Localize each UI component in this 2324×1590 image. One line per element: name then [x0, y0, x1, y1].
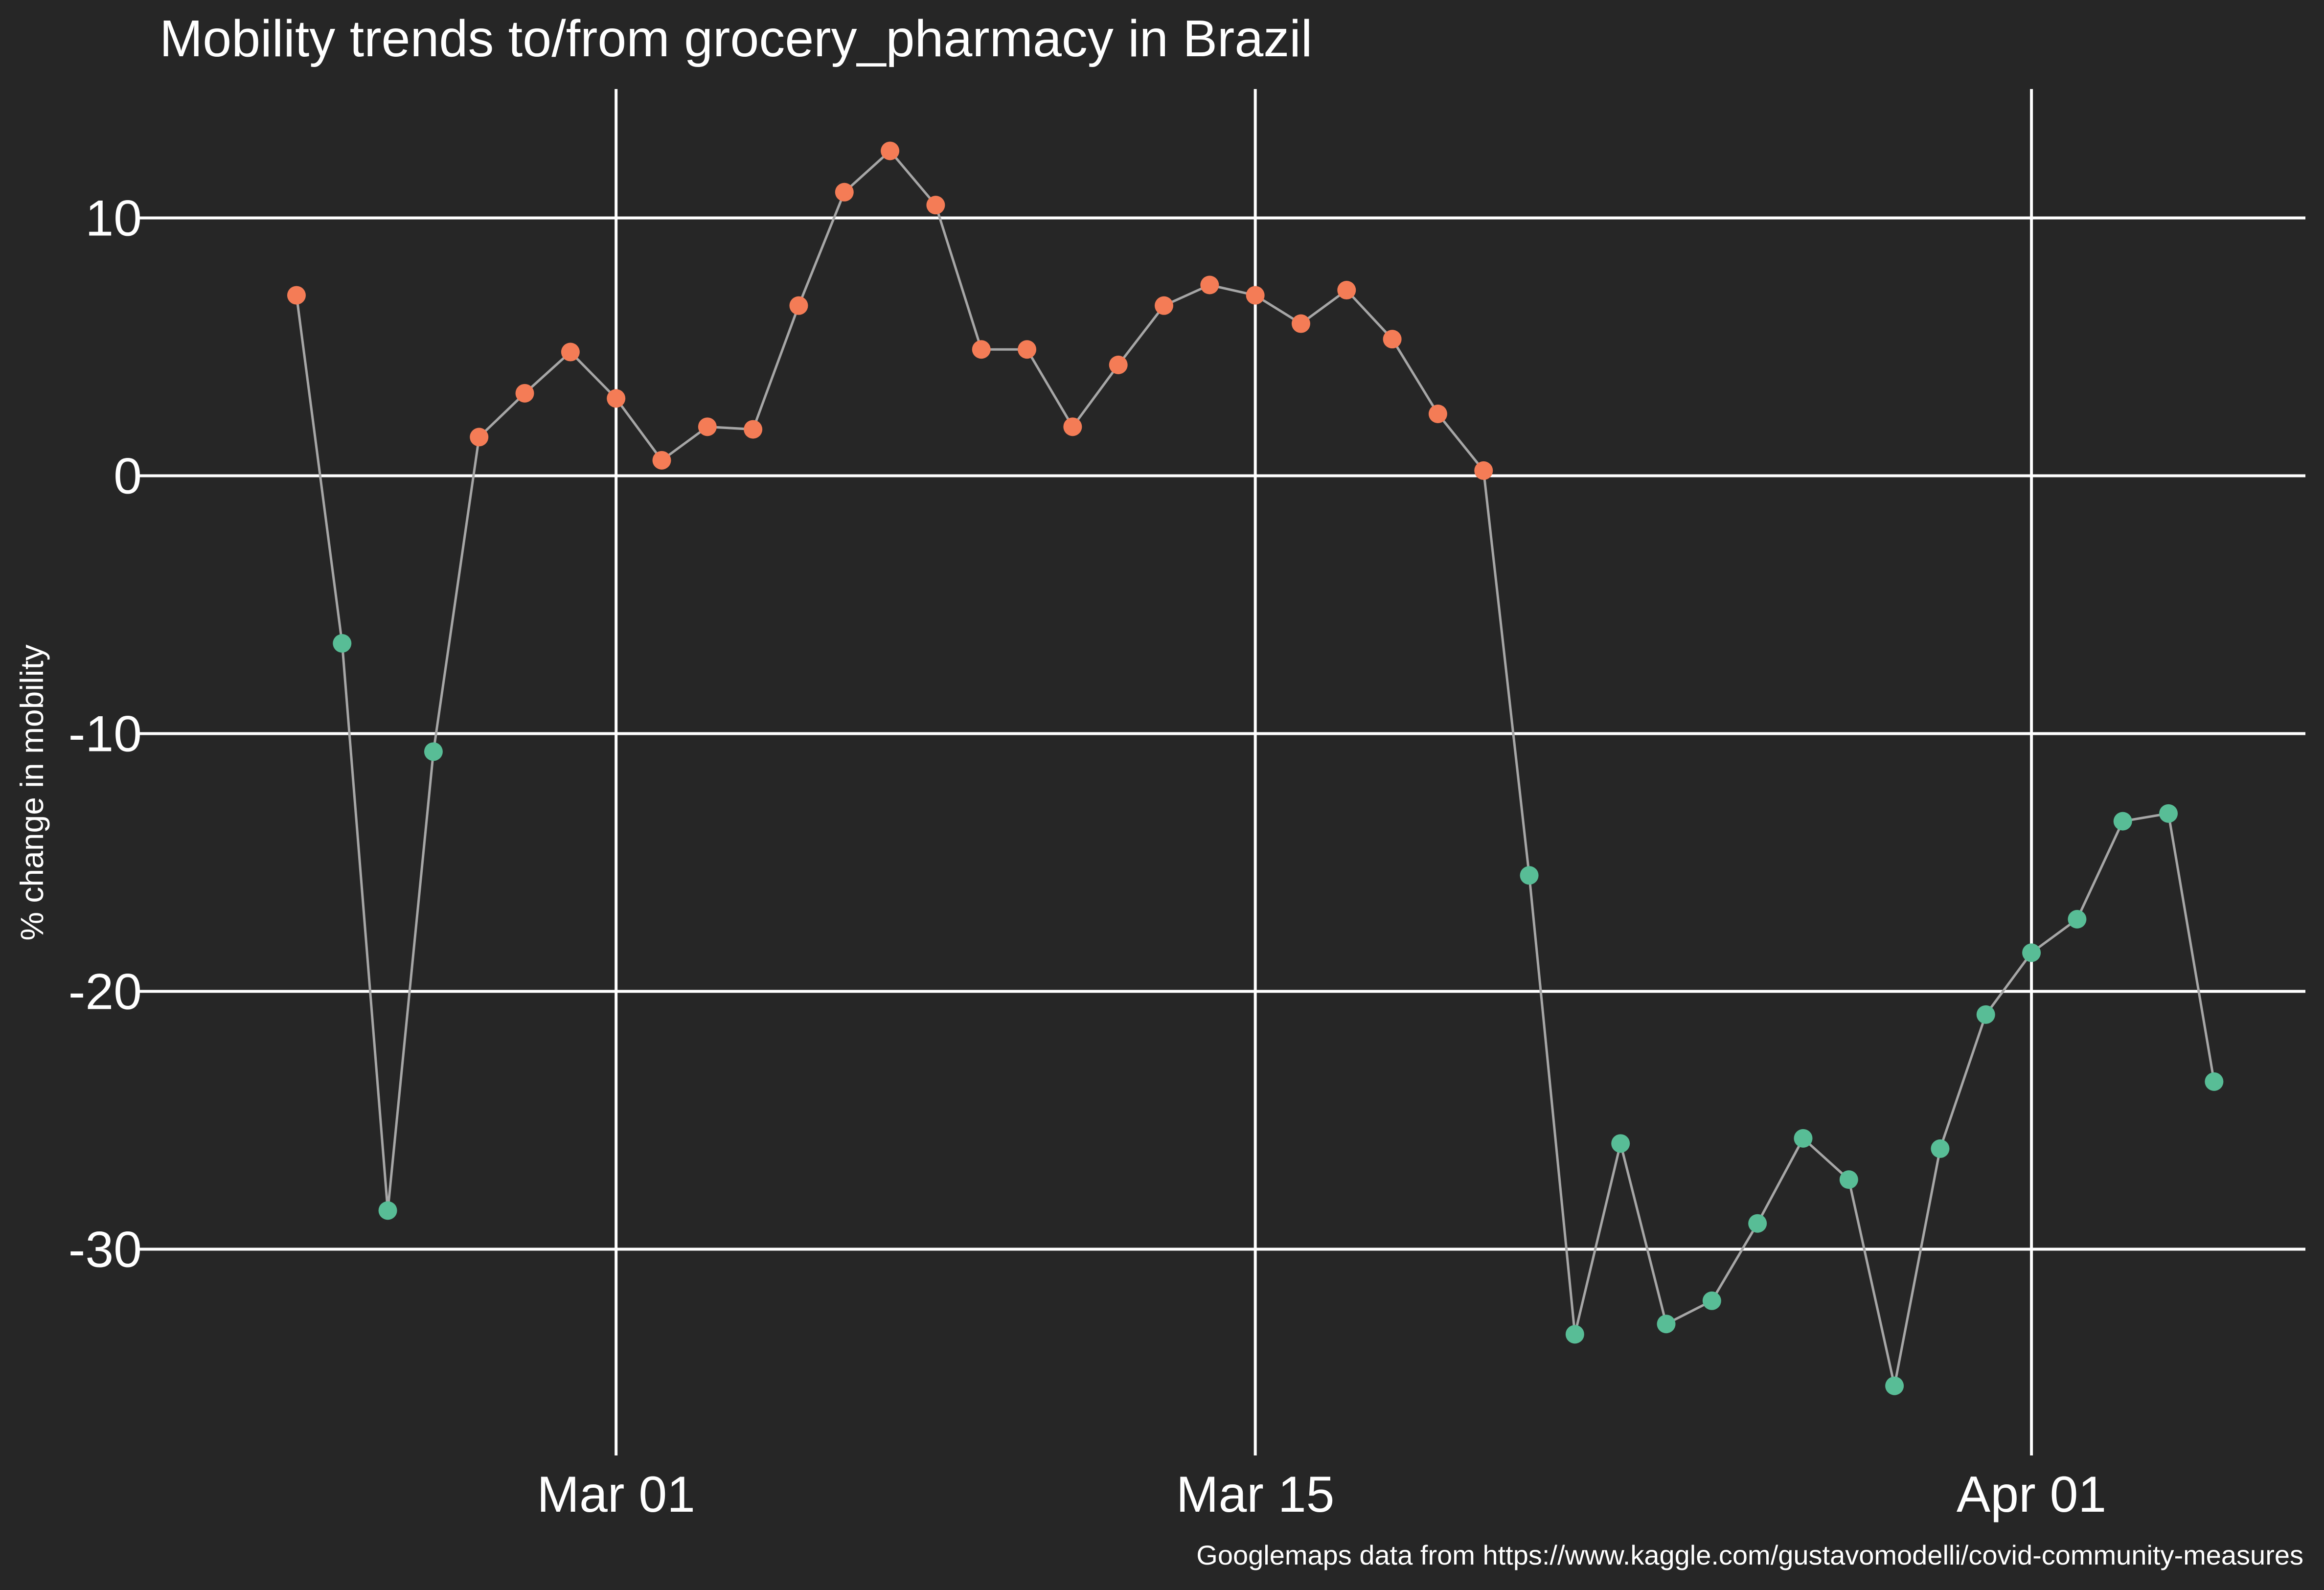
data-point [2113, 812, 2132, 831]
data-point [378, 1201, 397, 1220]
data-point [607, 389, 626, 408]
data-point [1931, 1139, 1950, 1158]
grid-lines [138, 89, 2305, 1455]
data-point [1474, 461, 1493, 480]
data-point [2022, 943, 2041, 962]
data-point [1383, 330, 1402, 349]
y-axis-label: % change in mobility [14, 644, 50, 940]
data-point [1611, 1134, 1630, 1153]
data-point [1565, 1325, 1584, 1344]
data-point [926, 196, 945, 215]
x-tick-label: Mar 01 [537, 1466, 695, 1523]
chart-title: Mobility trends to/from grocery_pharmacy… [159, 10, 1312, 68]
y-tick-label: 0 [114, 448, 142, 504]
data-point [1702, 1291, 1721, 1310]
data-point [1748, 1214, 1767, 1233]
data-point [1520, 866, 1539, 885]
chart-caption: Googlemaps data from https://www.kaggle.… [1196, 1540, 2303, 1570]
data-point [972, 340, 991, 359]
data-point [1337, 281, 1356, 300]
data-point [1885, 1376, 1904, 1395]
data-point [789, 296, 808, 315]
data-point [1291, 314, 1310, 333]
data-point [424, 742, 443, 761]
data-point [1155, 296, 1174, 315]
data-point [2068, 909, 2087, 929]
data-point [561, 342, 580, 362]
y-tick-label: -30 [68, 1221, 142, 1278]
y-tick-label: 10 [85, 190, 142, 247]
data-point [470, 428, 489, 447]
data-point [1063, 417, 1082, 436]
data-point [881, 141, 900, 160]
data-point [1839, 1170, 1858, 1189]
data-point [1428, 404, 1447, 423]
data-point [1657, 1315, 1676, 1334]
data-point [515, 384, 534, 403]
y-tick-labels: 10 0 -10 -20 -30 [68, 190, 142, 1278]
series-mobility [287, 141, 2224, 1395]
data-point [1794, 1129, 1813, 1148]
data-point [1200, 275, 1219, 295]
data-point [1109, 355, 1128, 374]
data-point [333, 634, 352, 653]
data-point [835, 182, 854, 202]
x-tick-label: Apr 01 [1957, 1466, 2106, 1523]
x-tick-label: Mar 15 [1176, 1466, 1335, 1523]
data-point [1018, 340, 1037, 359]
x-tick-labels: Mar 01 Mar 15 Apr 01 [537, 1466, 2106, 1523]
data-point [287, 286, 306, 305]
data-point [652, 451, 671, 470]
data-point [698, 417, 717, 436]
data-point [744, 420, 763, 439]
y-tick-label: -20 [68, 963, 142, 1020]
data-point [1976, 1005, 1995, 1024]
data-point [1246, 286, 1265, 305]
data-point [2205, 1072, 2224, 1091]
data-point [2159, 804, 2178, 823]
y-tick-label: -10 [68, 705, 142, 762]
